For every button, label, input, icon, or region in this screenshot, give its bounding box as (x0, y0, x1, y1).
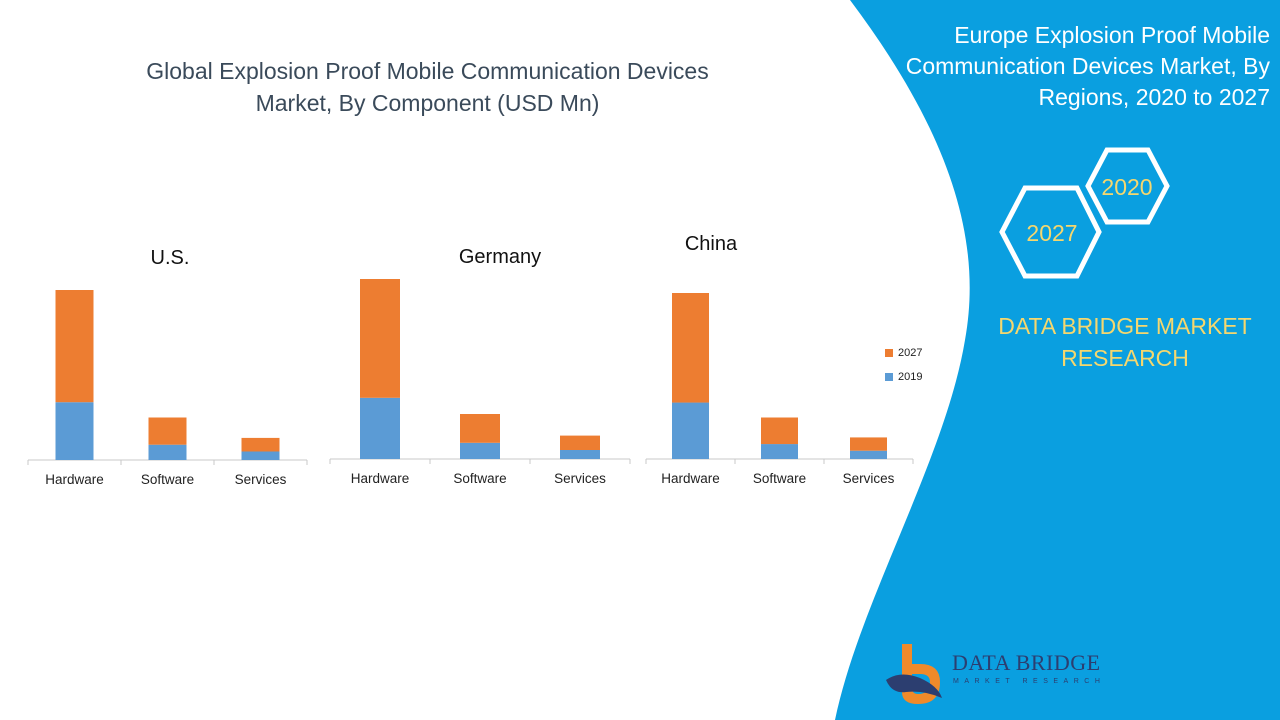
bar-2027-hardware (360, 279, 400, 398)
legend-swatch-2019 (885, 373, 893, 381)
hexagon-2027-label: 2027 (1026, 220, 1078, 246)
right-title-line3: Regions, 2020 to 2027 (1038, 84, 1270, 110)
chart-us: U.S. Hardware Software Services (27, 247, 308, 487)
bar-2027-software (761, 417, 798, 445)
bar-2027-hardware (672, 293, 709, 403)
bar-2027-services (850, 437, 887, 451)
bar-2019-hardware (672, 402, 709, 459)
x-tick-label: Hardware (350, 471, 410, 486)
main-title-line1: Global Explosion Proof Mobile Communicat… (146, 58, 709, 84)
legend-item-2019: 2019 (885, 365, 922, 389)
x-tick-label: Hardware (45, 472, 104, 487)
x-tick-label: Software (453, 471, 507, 486)
legend-label: 2019 (898, 371, 923, 383)
legend-item-2027: 2027 (885, 341, 922, 365)
x-tick-label: Software (140, 472, 195, 487)
chart-svg (27, 290, 308, 465)
chart-germany: Germany Hardware Software Services (329, 246, 632, 486)
bar-2019-services (241, 451, 280, 460)
chart-svg (329, 279, 631, 464)
bar-2019-services (560, 450, 600, 459)
chart-svg (645, 293, 914, 464)
brand-line2: RESEARCH (1061, 345, 1189, 371)
logo-name: DATA BRIDGE (952, 650, 1101, 675)
bar-2027-services (241, 437, 280, 452)
chart-title: Germany (458, 246, 542, 268)
brand-line1: DATA BRIDGE MARKET (998, 313, 1252, 339)
bar-2027-software (460, 414, 500, 443)
legend-swatch-2027 (885, 349, 893, 357)
bar-2019-hardware (55, 402, 94, 460)
brand-text: DATA BRIDGE MARKET RESEARCH (985, 310, 1265, 374)
bar-2027-software (148, 417, 187, 445)
hexagon-2020-shape (1085, 147, 1170, 225)
main-title-line2: Market, By Component (USD Mn) (255, 90, 600, 116)
logo: DATA BRIDGE MARKET RESEARCH (880, 640, 1110, 710)
chart-title: U.S. (150, 247, 190, 269)
chart-title: China (684, 233, 738, 255)
bar-2019-services (850, 450, 887, 459)
hexagon-graphic (999, 147, 1170, 279)
right-title-line2: Communication Devices Market, By (905, 53, 1270, 79)
bar-2019-software (460, 442, 500, 459)
legend: 2027 2019 (885, 341, 922, 389)
main-title: Global Explosion Proof Mobile Communicat… (95, 55, 760, 119)
blue-panel (835, 0, 1280, 720)
x-tick-label: Services (554, 471, 606, 486)
bar-2027-hardware (55, 290, 94, 403)
x-tick-label: Services (842, 471, 895, 486)
right-panel-title: Europe Explosion Proof Mobile Communicat… (870, 20, 1270, 113)
hexagon-2027-shape (999, 185, 1102, 279)
hexagon-2020-label: 2020 (1101, 174, 1153, 200)
logo-icon (886, 644, 942, 704)
bar-2019-software (148, 444, 187, 460)
x-tick-label: Services (234, 472, 287, 487)
chart-china: China Hardware Software Services (645, 233, 914, 486)
bar-2027-services (560, 435, 600, 450)
bar-2019-software (761, 444, 798, 459)
x-tick-label: Hardware (661, 471, 720, 486)
bar-2019-hardware (360, 397, 400, 459)
logo-sub: MARKET RESEARCH (953, 678, 1106, 685)
right-title-line1: Europe Explosion Proof Mobile (954, 22, 1270, 48)
legend-label: 2027 (898, 347, 923, 359)
x-tick-label: Software (752, 471, 807, 486)
